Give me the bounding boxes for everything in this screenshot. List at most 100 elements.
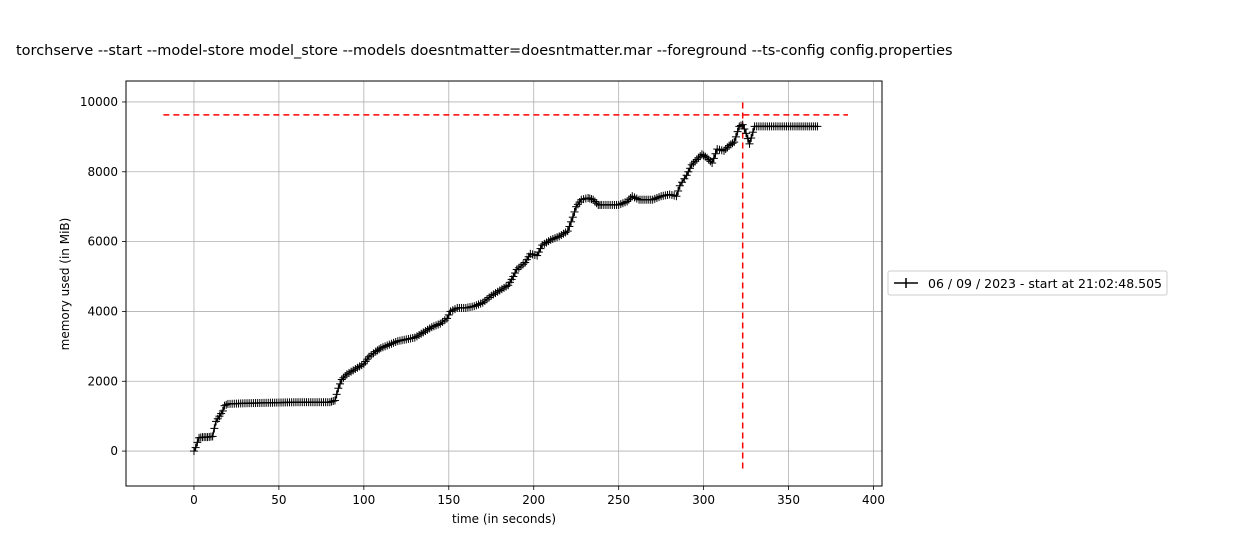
series-point-marker [444, 310, 453, 319]
series-point-marker [585, 194, 594, 203]
x-tick-label: 50 [271, 493, 286, 507]
series-point-marker [570, 207, 579, 216]
y-tick-label: 6000 [87, 235, 118, 249]
series-point-marker [680, 174, 689, 183]
series-point-marker [672, 192, 681, 201]
series-point-marker [684, 167, 693, 176]
series-point-marker [491, 289, 500, 298]
series-point-marker [208, 432, 217, 441]
series-point-marker [412, 332, 421, 341]
series-point-marker [421, 327, 430, 336]
series-point-marker [337, 375, 346, 384]
series-point-marker [427, 323, 436, 332]
series-point-marker [675, 181, 684, 190]
series-point-marker [740, 125, 749, 134]
series-point-marker [542, 238, 551, 247]
series-point-marker [351, 365, 360, 374]
series-point-marker [423, 325, 432, 334]
series-point-marker [696, 152, 705, 161]
series-point-marker [694, 153, 703, 162]
series-point-marker [509, 272, 518, 281]
series-point-marker [738, 120, 747, 129]
series-point-marker [329, 397, 338, 406]
series-point-marker [589, 195, 598, 204]
y-tick-label: 10000 [80, 95, 118, 109]
series-point-marker [678, 178, 687, 187]
series-point-marker [381, 342, 390, 351]
series-point-marker [614, 200, 623, 209]
series-point-marker [189, 447, 198, 456]
series-point-marker [222, 400, 231, 409]
series-point-marker [747, 134, 756, 143]
series-point-marker [334, 384, 343, 393]
series-point-marker [731, 132, 740, 141]
x-tick-label: 400 [862, 493, 885, 507]
series-point-marker [748, 128, 757, 137]
series-point-marker [336, 379, 345, 388]
axis-ticks: 0 50 100 150 200 250 300 350 4000200040006000800… [80, 95, 885, 507]
series-point-marker [667, 191, 676, 200]
y-tick-label: 8000 [87, 165, 118, 179]
series-point-marker [590, 197, 599, 206]
series-point-marker [325, 398, 334, 407]
series-point-marker [692, 155, 701, 164]
series-point-marker [516, 262, 525, 271]
series-point-marker [474, 300, 483, 309]
plot-frame [125, 80, 883, 487]
series-point-marker [349, 366, 358, 375]
series-point-marker [736, 121, 745, 130]
y-axis-label: memory used (in MiB) [58, 218, 72, 351]
series-point-marker [443, 314, 452, 323]
series-point-marker [686, 164, 695, 173]
series-point-marker [330, 396, 339, 405]
x-tick-label: 100 [352, 493, 375, 507]
series-point-marker [623, 197, 632, 206]
series-point-marker [519, 260, 528, 269]
series-point-marker [728, 139, 737, 148]
series-point-marker [210, 424, 219, 433]
series-point-marker [648, 195, 657, 204]
series-point-marker [568, 213, 577, 222]
series-point-marker [555, 232, 564, 241]
series-point-marker [483, 295, 492, 304]
series-point-marker [682, 171, 691, 180]
x-axis-label: time (in seconds) [452, 512, 556, 526]
series-point-marker [476, 299, 485, 308]
y-tick-label: 4000 [87, 304, 118, 318]
series-layer [189, 120, 822, 456]
series-point-marker [563, 227, 572, 236]
series-point-marker [674, 186, 683, 195]
series-point-marker [493, 287, 502, 296]
series-point-marker [389, 338, 398, 347]
series-point-marker [742, 129, 751, 138]
series-point-marker [567, 217, 576, 226]
y-tick-label: 0 [110, 444, 118, 458]
series-point-marker [220, 401, 229, 410]
series-point-marker [342, 370, 351, 379]
series-point-marker [561, 228, 570, 237]
y-tick-label: 2000 [87, 374, 118, 388]
x-tick-label: 150 [437, 493, 460, 507]
series-point-marker [618, 199, 627, 208]
series-point-marker [689, 159, 698, 168]
series-point-marker [708, 159, 717, 168]
series-point-marker [387, 339, 396, 348]
series-point-marker [691, 157, 700, 166]
series-point-marker [544, 237, 553, 246]
series-point-marker [534, 248, 543, 257]
series-point-marker [730, 138, 739, 147]
series-point-marker [548, 234, 557, 243]
series-point-marker [687, 160, 696, 169]
series-point-marker [565, 222, 574, 231]
series-point-marker [536, 244, 545, 253]
series-point-marker [495, 286, 504, 295]
series-point-marker [502, 282, 511, 291]
series-point-marker [357, 361, 366, 370]
series-point-marker [735, 122, 744, 131]
series-point-marker [332, 390, 341, 399]
x-tick-label: 350 [777, 493, 800, 507]
series-point-marker [704, 155, 713, 164]
series-point-marker [487, 291, 496, 300]
series-point-marker [415, 330, 424, 339]
